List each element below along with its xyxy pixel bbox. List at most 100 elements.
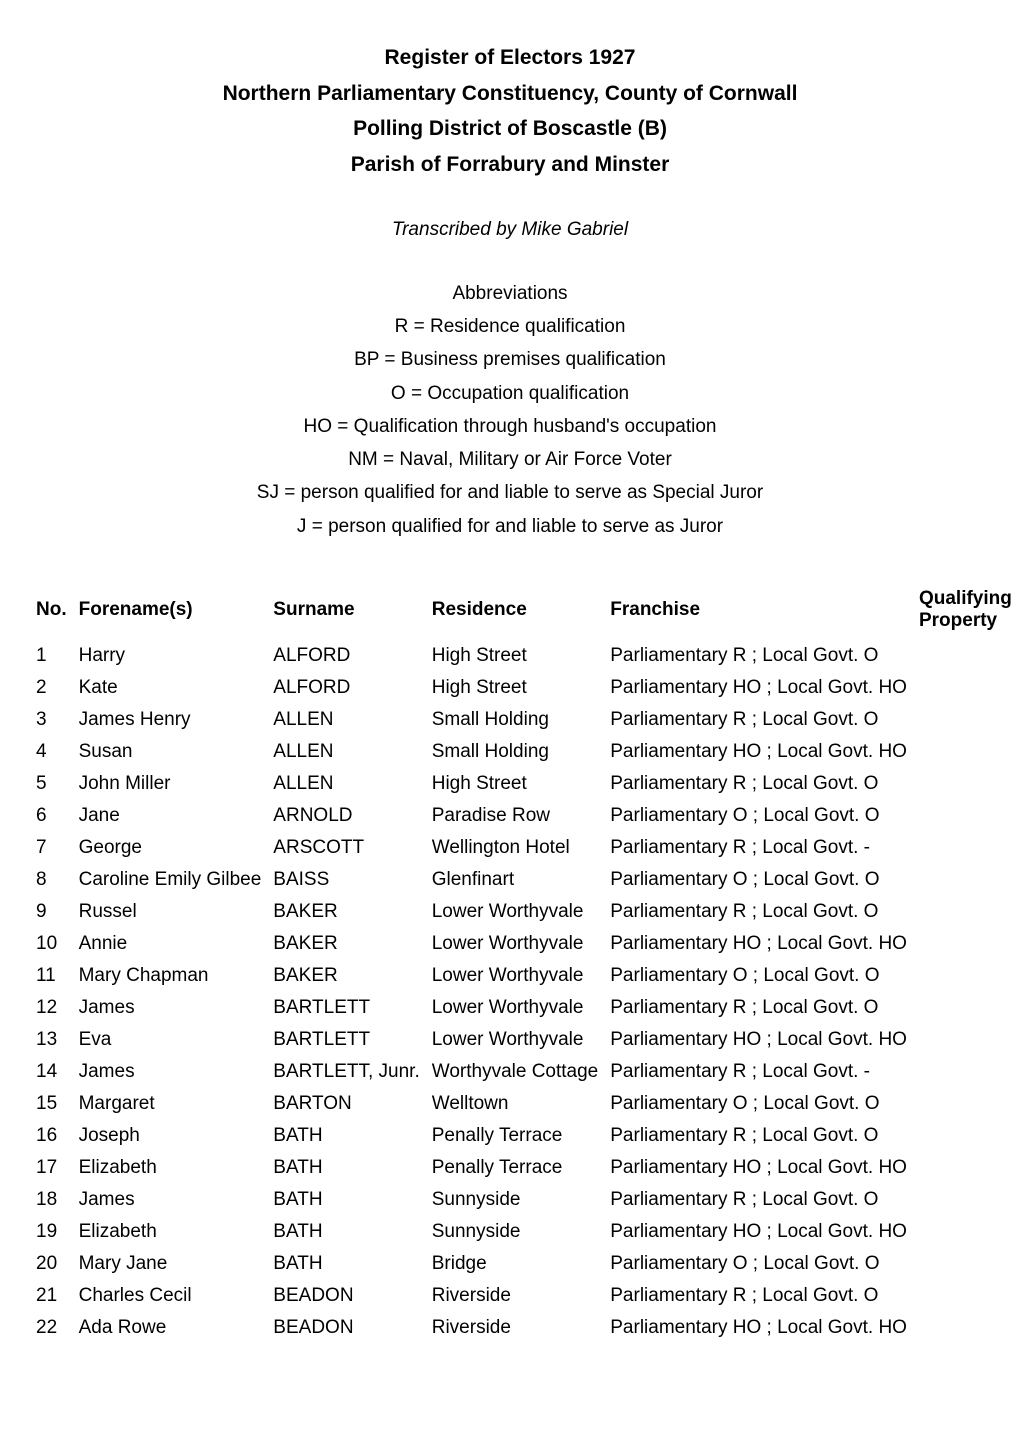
table-cell: 15 — [30, 1088, 73, 1120]
table-cell: Harry — [73, 640, 268, 672]
table-row: 12JamesBARTLETTLower WorthyvaleParliamen… — [30, 992, 1020, 1024]
table-header-row: No. Forename(s) Surname Residence Franch… — [30, 583, 1020, 640]
table-cell — [913, 1216, 1018, 1248]
table-cell: 9 — [30, 896, 73, 928]
table-cell: 10 — [30, 928, 73, 960]
table-cell: BAISS — [267, 864, 425, 896]
table-cell: Margaret — [73, 1088, 268, 1120]
table-cell — [913, 672, 1018, 704]
table-cell: Parliamentary R ; Local Govt. - — [604, 1056, 913, 1088]
table-cell: Lower Worthyvale — [426, 992, 605, 1024]
table-cell: Susan — [73, 736, 268, 768]
table-cell: Parliamentary O ; Local Govt. O — [604, 1088, 913, 1120]
table-cell — [913, 736, 1018, 768]
table-row: 5John MillerALLENHigh StreetParliamentar… — [30, 768, 1020, 800]
table-cell: 13 — [30, 1024, 73, 1056]
header-line-4: Parish of Forrabury and Minster — [30, 147, 990, 183]
table-cell — [913, 1024, 1018, 1056]
table-cell: 17 — [30, 1152, 73, 1184]
table-cell: Parliamentary R ; Local Govt. O — [604, 640, 913, 672]
abbreviations-block: Abbreviations R = Residence qualificatio… — [30, 277, 990, 543]
table-cell: 19 — [30, 1216, 73, 1248]
table-cell: James — [73, 992, 268, 1024]
table-row: 17ElizabethBATHPenally TerraceParliament… — [30, 1152, 1020, 1184]
table-row: 18JamesBATHSunnysideParliamentary R ; Lo… — [30, 1184, 1020, 1216]
table-cell: BARTLETT — [267, 992, 425, 1024]
table-cell — [913, 992, 1018, 1024]
table-cell: Parliamentary HO ; Local Govt. HO — [604, 672, 913, 704]
table-cell: Parliamentary R ; Local Govt. O — [604, 1120, 913, 1152]
table-cell: Parliamentary R ; Local Govt. - — [604, 832, 913, 864]
table-cell: Eva — [73, 1024, 268, 1056]
table-row: 7GeorgeARSCOTTWellington HotelParliament… — [30, 832, 1020, 864]
table-cell: BATH — [267, 1152, 425, 1184]
table-cell: High Street — [426, 768, 605, 800]
table-row: 19ElizabethBATHSunnysideParliamentary HO… — [30, 1216, 1020, 1248]
table-cell: Parliamentary O ; Local Govt. O — [604, 864, 913, 896]
table-cell: James — [73, 1184, 268, 1216]
header-line-1: Register of Electors 1927 — [30, 40, 990, 76]
table-row: 20Mary JaneBATHBridgeParliamentary O ; L… — [30, 1248, 1020, 1280]
table-row: 2KateALFORDHigh StreetParliamentary HO ;… — [30, 672, 1020, 704]
table-cell: Small Holding — [426, 704, 605, 736]
table-cell: Parliamentary HO ; Local Govt. HO — [604, 1024, 913, 1056]
col-surname: Surname — [267, 583, 425, 640]
table-cell: ALLEN — [267, 768, 425, 800]
table-cell: Parliamentary HO ; Local Govt. HO — [604, 928, 913, 960]
table-cell — [913, 1312, 1018, 1344]
table-cell — [913, 1152, 1018, 1184]
electors-tbody: 1HarryALFORDHigh StreetParliamentary R ;… — [30, 640, 1020, 1344]
table-cell: Penally Terrace — [426, 1120, 605, 1152]
table-cell: High Street — [426, 640, 605, 672]
abbrev-line: R = Residence qualification — [30, 310, 990, 343]
table-cell: Caroline Emily Gilbee — [73, 864, 268, 896]
table-cell — [913, 960, 1018, 992]
table-cell: Mary Jane — [73, 1248, 268, 1280]
table-cell: Lower Worthyvale — [426, 960, 605, 992]
table-cell — [913, 896, 1018, 928]
table-cell: 8 — [30, 864, 73, 896]
table-cell: Welltown — [426, 1088, 605, 1120]
table-cell: 3 — [30, 704, 73, 736]
table-cell: Sunnyside — [426, 1216, 605, 1248]
table-cell: Parliamentary R ; Local Govt. O — [604, 704, 913, 736]
table-cell: Worthyvale Cottage — [426, 1056, 605, 1088]
table-cell: ALFORD — [267, 640, 425, 672]
table-cell: ARSCOTT — [267, 832, 425, 864]
table-cell: Small Holding — [426, 736, 605, 768]
table-cell: BEADON — [267, 1280, 425, 1312]
table-cell: 20 — [30, 1248, 73, 1280]
table-cell: Parliamentary HO ; Local Govt. HO — [604, 1216, 913, 1248]
table-cell: Parliamentary R ; Local Govt. O — [604, 992, 913, 1024]
transcribed-by: Transcribed by Mike Gabriel — [30, 219, 990, 241]
table-cell: Parliamentary R ; Local Govt. O — [604, 1184, 913, 1216]
table-cell: John Miller — [73, 768, 268, 800]
table-cell — [913, 1056, 1018, 1088]
table-cell: Parliamentary O ; Local Govt. O — [604, 960, 913, 992]
table-cell: 2 — [30, 672, 73, 704]
table-cell: ARNOLD — [267, 800, 425, 832]
table-cell: Penally Terrace — [426, 1152, 605, 1184]
table-cell: Annie — [73, 928, 268, 960]
table-cell: ALFORD — [267, 672, 425, 704]
table-cell: Lower Worthyvale — [426, 896, 605, 928]
table-cell: Elizabeth — [73, 1216, 268, 1248]
col-forename: Forename(s) — [73, 583, 268, 640]
table-cell: Kate — [73, 672, 268, 704]
table-cell: Charles Cecil — [73, 1280, 268, 1312]
table-cell: 5 — [30, 768, 73, 800]
table-cell: Parliamentary HO ; Local Govt. HO — [604, 736, 913, 768]
table-cell: Paradise Row — [426, 800, 605, 832]
table-cell: Joseph — [73, 1120, 268, 1152]
table-cell: Parliamentary R ; Local Govt. O — [604, 1280, 913, 1312]
table-cell: 7 — [30, 832, 73, 864]
table-cell: Wellington Hotel — [426, 832, 605, 864]
document-page: Register of Electors 1927 Northern Parli… — [0, 0, 1020, 1404]
table-cell: BARTLETT, Junr. — [267, 1056, 425, 1088]
table-cell: Parliamentary R ; Local Govt. O — [604, 896, 913, 928]
table-cell — [913, 832, 1018, 864]
abbrev-line: J = person qualified for and liable to s… — [30, 510, 990, 543]
table-cell: Ada Rowe — [73, 1312, 268, 1344]
table-cell: BATH — [267, 1184, 425, 1216]
table-row: 3James HenryALLENSmall HoldingParliament… — [30, 704, 1020, 736]
